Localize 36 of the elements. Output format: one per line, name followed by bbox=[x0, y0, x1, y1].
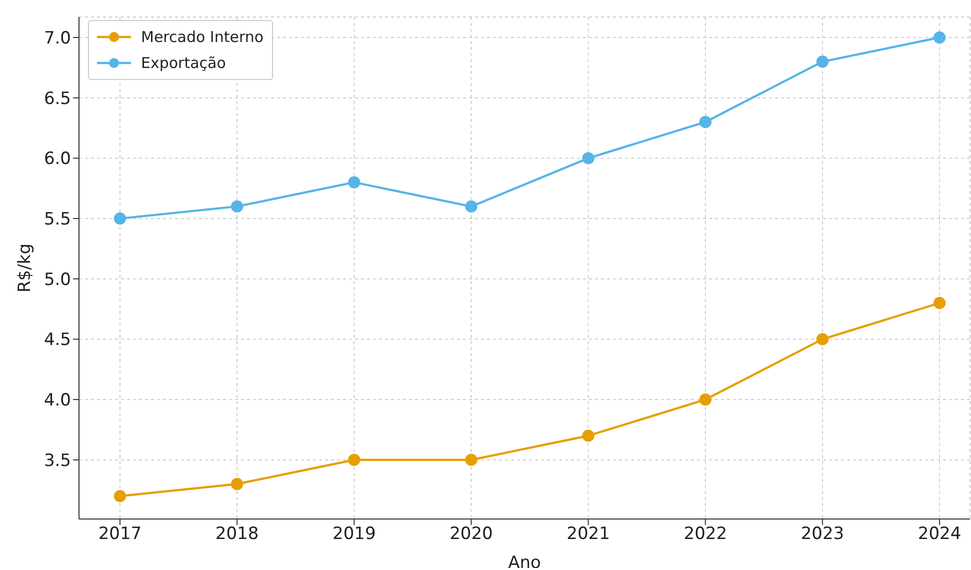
point bbox=[348, 454, 360, 466]
y-tick-label: 6.0 bbox=[44, 149, 71, 170]
y-tick-label: 4.5 bbox=[44, 330, 71, 350]
y-tick-label: 3.5 bbox=[44, 450, 71, 471]
x-tick-label: 2020 bbox=[450, 524, 493, 544]
x-tick-label: 2023 bbox=[800, 524, 844, 544]
legend-label: Mercado Interno bbox=[141, 28, 264, 46]
point bbox=[465, 200, 478, 213]
x-tick-label: 2021 bbox=[566, 524, 610, 544]
point bbox=[465, 454, 478, 466]
point bbox=[933, 296, 946, 310]
point bbox=[816, 333, 829, 346]
point bbox=[230, 478, 244, 490]
point bbox=[582, 152, 594, 164]
point bbox=[933, 31, 946, 44]
legend-label: Exportação bbox=[141, 54, 226, 72]
point bbox=[699, 116, 712, 128]
y-tick-label: 5.0 bbox=[44, 270, 71, 290]
x-tick-label: 2022 bbox=[684, 524, 728, 544]
x-axis-title: Ano bbox=[508, 553, 541, 570]
x-tick-label: 2024 bbox=[918, 524, 962, 544]
y-axis-title: R$/kg bbox=[15, 244, 36, 292]
y-tick-label: 5.5 bbox=[44, 210, 71, 230]
y-tick-label: 4.0 bbox=[44, 390, 71, 411]
point bbox=[230, 200, 244, 213]
point bbox=[348, 176, 360, 188]
x-tick-label: 2018 bbox=[215, 524, 259, 544]
point bbox=[816, 56, 829, 68]
point bbox=[114, 212, 126, 225]
y-tick-label: 6.5 bbox=[44, 88, 71, 109]
point bbox=[582, 430, 594, 442]
x-tick-label: 2017 bbox=[98, 524, 142, 544]
x-tick-label: 2019 bbox=[332, 524, 376, 544]
y-tick-label: 7.0 bbox=[44, 28, 71, 49]
point bbox=[114, 490, 126, 502]
point bbox=[699, 393, 712, 406]
